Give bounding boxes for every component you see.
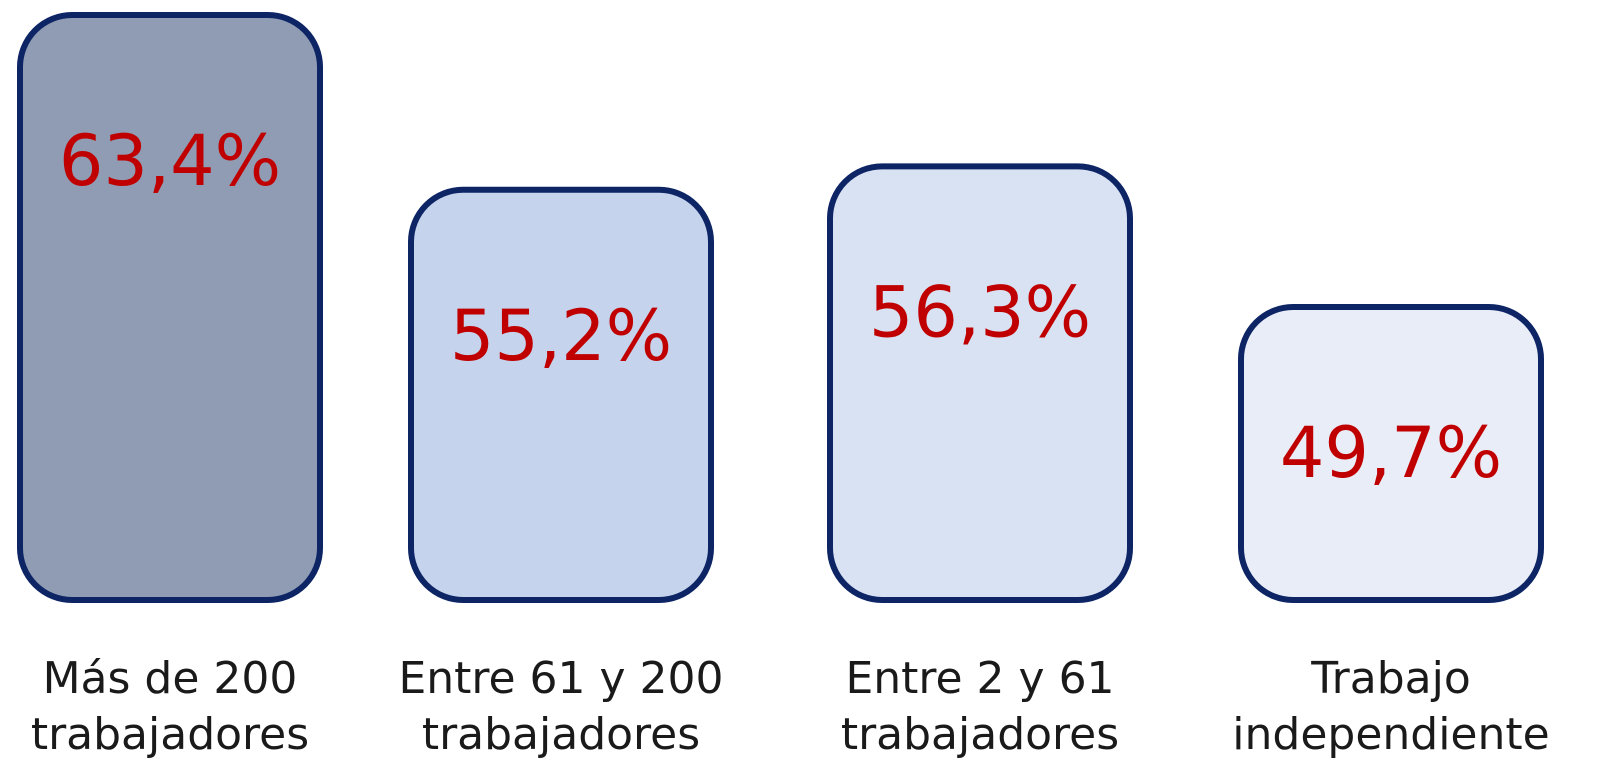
bar-1 (17, 12, 323, 603)
category-label-4-line-2: independiente (1232, 709, 1549, 760)
bar-value-label-4: 49,7% (1280, 412, 1502, 494)
category-label-3-line-1: Entre 2 y 61 (845, 653, 1114, 704)
category-label-2-line-1: Entre 61 y 200 (398, 653, 723, 704)
value-labels-group: 63,4% 55,2% 56,3% 49,7% (59, 120, 1502, 494)
bar-2 (408, 186, 714, 604)
category-label-1-line-1: Más de 200 (43, 653, 298, 704)
bar-value-label-1: 63,4% (59, 120, 281, 202)
category-label-4-line-1: Trabajo (1310, 653, 1471, 704)
bar-4 (1238, 304, 1544, 603)
bars-group (17, 12, 1544, 604)
category-label-1-line-2: trabajadores (31, 709, 309, 760)
bar-value-label-2: 55,2% (450, 295, 672, 377)
category-label-3-line-2: trabajadores (841, 709, 1119, 760)
bar-value-label-3: 56,3% (869, 271, 1091, 353)
bar-3 (827, 163, 1133, 603)
category-label-2-line-2: trabajadores (422, 709, 700, 760)
